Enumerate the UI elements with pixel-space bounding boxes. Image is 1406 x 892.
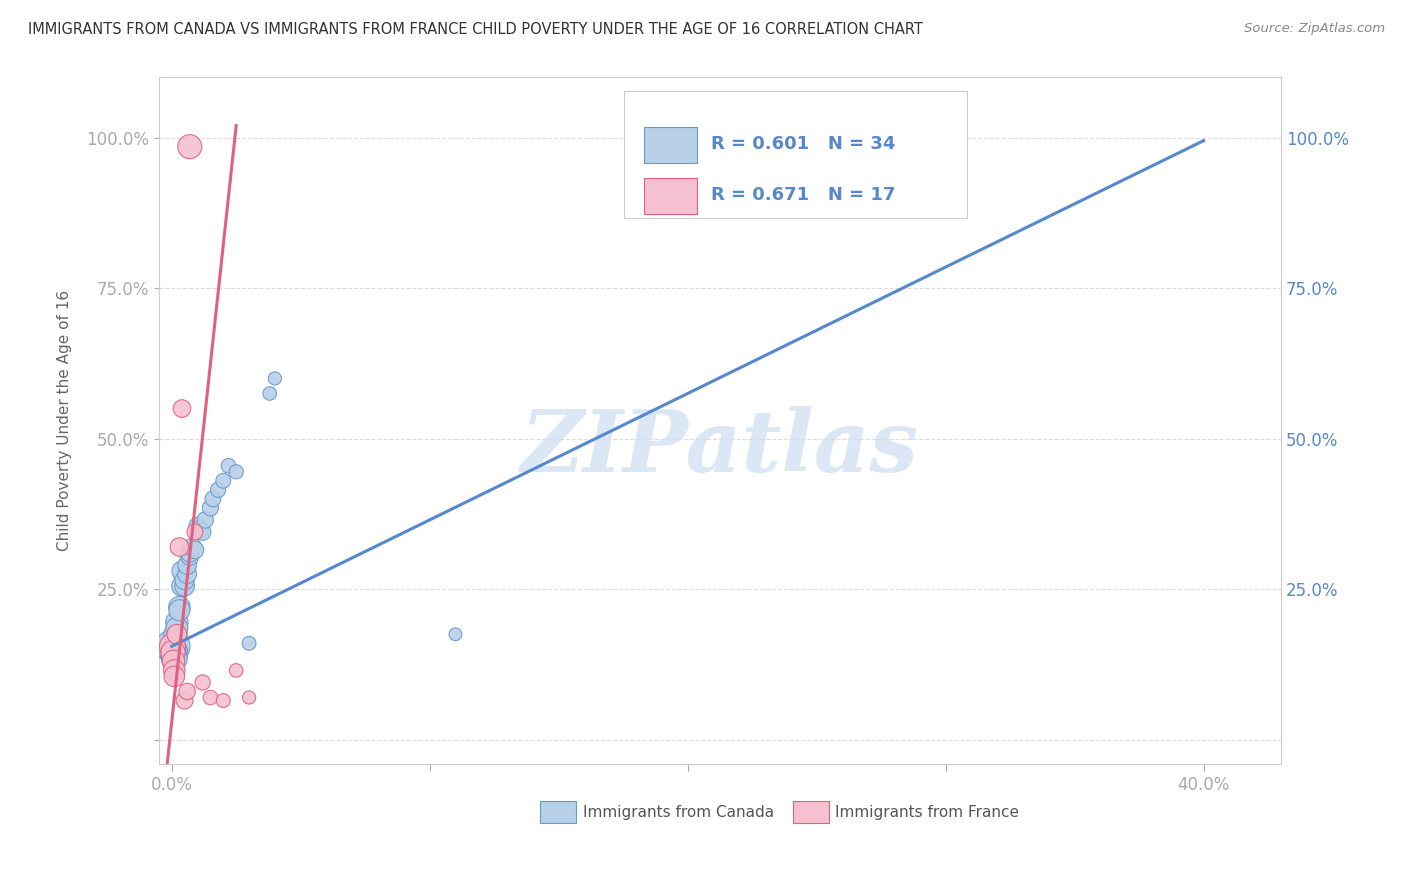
Point [207,483,229,497]
Point [264,371,287,385]
Text: ZIPatlas: ZIPatlas [520,406,920,490]
Point [200,500,222,515]
Bar [540,802,576,823]
Point [176,684,198,698]
Point [173,579,195,593]
Point [831,139,853,153]
Point [169,600,191,615]
Point [176,567,198,582]
Point [162,640,184,654]
Point [184,524,207,539]
FancyBboxPatch shape [624,91,967,219]
Point [238,636,260,650]
Point [163,669,186,683]
Point [191,675,214,690]
Point [188,522,211,536]
Point [165,627,187,641]
Point [179,549,201,563]
Point [212,474,235,488]
Bar [644,178,697,214]
Text: R = 0.671   N = 17: R = 0.671 N = 17 [711,186,896,203]
Point [162,654,184,668]
Point [225,664,247,678]
Text: Immigrants from France: Immigrants from France [835,805,1019,820]
Point [166,627,188,641]
Text: Source: ZipAtlas.com: Source: ZipAtlas.com [1244,22,1385,36]
Point [169,603,191,617]
Point [200,690,222,705]
Point [201,491,224,506]
Point [170,401,193,416]
Point [225,465,247,479]
Point [191,524,214,539]
Point [173,573,195,587]
Point [194,513,217,527]
Text: IMMIGRANTS FROM CANADA VS IMMIGRANTS FROM FRANCE CHILD POVERTY UNDER THE AGE OF : IMMIGRANTS FROM CANADA VS IMMIGRANTS FRO… [28,22,922,37]
Point [163,645,186,659]
Text: Immigrants from Canada: Immigrants from Canada [583,805,775,820]
Point [212,693,235,707]
Point [238,690,260,705]
Point [184,543,207,558]
Bar [793,802,828,823]
Point [186,519,208,533]
Point [179,546,201,560]
Point [181,540,204,554]
Point [173,693,195,707]
Point [217,458,239,473]
Y-axis label: Child Poverty Under the Age of 16: Child Poverty Under the Age of 16 [58,290,72,551]
Point [162,645,184,659]
Point [166,615,188,630]
Point [170,579,193,593]
Point [163,651,186,665]
Point [166,621,188,635]
Point [163,642,186,657]
Bar [644,127,697,163]
Point [170,564,193,578]
Point [162,640,184,654]
Text: R = 0.601   N = 34: R = 0.601 N = 34 [711,135,896,153]
Point [444,627,467,641]
Point [163,664,186,678]
Point [176,558,198,572]
Point [169,540,191,554]
Point [179,139,201,153]
Point [259,386,281,401]
